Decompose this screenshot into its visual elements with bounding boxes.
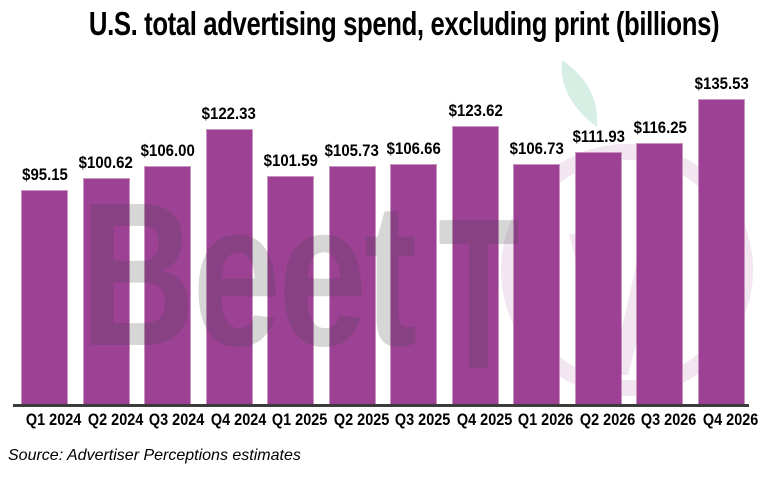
chart-title: U.S. total advertising spend, excluding … [0,4,768,44]
bar-value-label: $106.00 [140,141,195,160]
x-axis-label: Q4 2026 [702,410,759,429]
bar-column: $100.62 [79,153,133,405]
bar-value-label: $105.73 [325,141,380,160]
bar [636,143,684,405]
bar [267,176,315,405]
bar-column: $123.62 [448,101,502,405]
bar-column: $111.93 [572,127,625,405]
x-axis-label: Q3 2025 [395,410,451,429]
x-axis-label: Q4 2025 [456,410,513,429]
bar-column: $106.73 [510,139,564,405]
bar [144,166,192,405]
bar [697,99,745,405]
bar-value-label: $100.62 [78,153,134,172]
x-axis-label: Q4 2024 [210,410,266,429]
bar-column: $116.25 [633,118,687,405]
bar [82,178,130,405]
bar [451,126,499,405]
x-axis-label: Q2 2024 [87,410,143,429]
x-axis-line [13,404,749,407]
bar-value-label: $111.93 [572,127,625,146]
bar-column: $95.15 [21,165,68,405]
x-axis-label: Q1 2025 [272,410,328,429]
chart-title-text: U.S. total advertising spend, excluding … [88,5,720,42]
bar-column: $105.73 [325,141,379,405]
x-axis-label: Q1 2026 [518,410,574,429]
bar-column: $101.59 [264,151,318,405]
x-axis-label: Q3 2024 [148,410,205,429]
bar-value-label: $116.25 [633,118,687,137]
bar-column: $122.33 [202,104,256,405]
x-axis-labels: Q1 2024 Q2 2024 Q3 2024 Q4 2024 Q1 2025 … [13,410,759,430]
bar-value-label: $106.73 [509,139,564,158]
bar-value-label: $122.33 [202,104,257,123]
bar-value-label: $95.15 [21,165,68,184]
bar-series: $95.15 $100.62 $106.00 $122.33 $101.59 $… [13,55,749,405]
bar [574,152,622,405]
source-caption: Source: Advertiser Perceptions estimates [8,447,301,464]
plot-area: $95.15 $100.62 $106.00 $122.33 $101.59 $… [13,55,749,405]
x-axis-label: Q2 2025 [333,410,389,429]
bar [513,164,561,405]
bar [390,164,438,405]
bar-column: $106.66 [387,139,441,405]
x-axis-label: Q1 2024 [25,410,82,429]
bar-value-label: $123.62 [448,101,503,120]
x-axis-label: Q2 2026 [579,410,636,429]
x-axis-label: Q3 2026 [641,410,697,429]
bar-value-label: $106.66 [386,139,441,158]
bar [21,190,68,405]
bar-column: $106.00 [141,141,195,405]
bar-column: $135.53 [694,74,748,405]
bar [328,166,376,405]
bar-value-label: $135.53 [694,74,749,93]
bar [205,129,253,405]
bar-value-label: $101.59 [263,151,318,170]
